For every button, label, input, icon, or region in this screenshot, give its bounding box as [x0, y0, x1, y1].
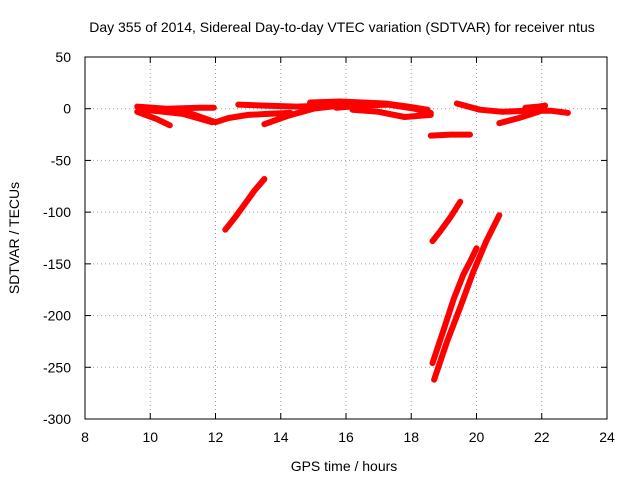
y-tick-label: -150 — [43, 256, 71, 272]
x-tick-label: 14 — [273, 429, 289, 445]
y-tick-label: 50 — [55, 49, 71, 65]
data-track-13 — [522, 102, 548, 111]
chart-title: Day 355 of 2014, Sidereal Day-to-day VTE… — [89, 19, 595, 35]
x-tick-label: 24 — [599, 429, 615, 445]
data-track-10 — [427, 131, 473, 139]
data-track-4 — [179, 107, 294, 126]
y-tick-label: -250 — [43, 359, 71, 375]
y-axis-label: SDTVAR / TECUs — [6, 182, 22, 294]
x-tick-label: 22 — [534, 429, 550, 445]
x-tick-label: 16 — [338, 429, 354, 445]
x-tick-label: 20 — [469, 429, 485, 445]
data-track-2 — [134, 108, 173, 129]
axis-ticks: 8 10 12 14 16 18 20 22 24 -300 -250 -200 -150 -100 -50… — [43, 49, 615, 445]
data-series — [134, 98, 571, 383]
x-tick-label: 8 — [81, 429, 89, 445]
data-track-9 — [349, 106, 434, 120]
data-track-14 — [222, 176, 268, 233]
x-tick-label: 10 — [142, 429, 158, 445]
x-axis-label: GPS time / hours — [291, 458, 398, 474]
data-track-11 — [453, 100, 571, 116]
data-track-8 — [333, 101, 434, 116]
y-tick-label: -200 — [43, 308, 71, 324]
data-track-17 — [429, 245, 480, 367]
data-track-16 — [431, 212, 503, 383]
y-tick-label: -300 — [43, 411, 71, 427]
y-tick-label: -100 — [43, 204, 71, 220]
y-tick-label: -50 — [51, 152, 71, 168]
y-tick-label: 0 — [63, 101, 71, 117]
data-track-15 — [429, 198, 464, 245]
x-tick-label: 12 — [208, 429, 224, 445]
x-tick-label: 18 — [403, 429, 419, 445]
